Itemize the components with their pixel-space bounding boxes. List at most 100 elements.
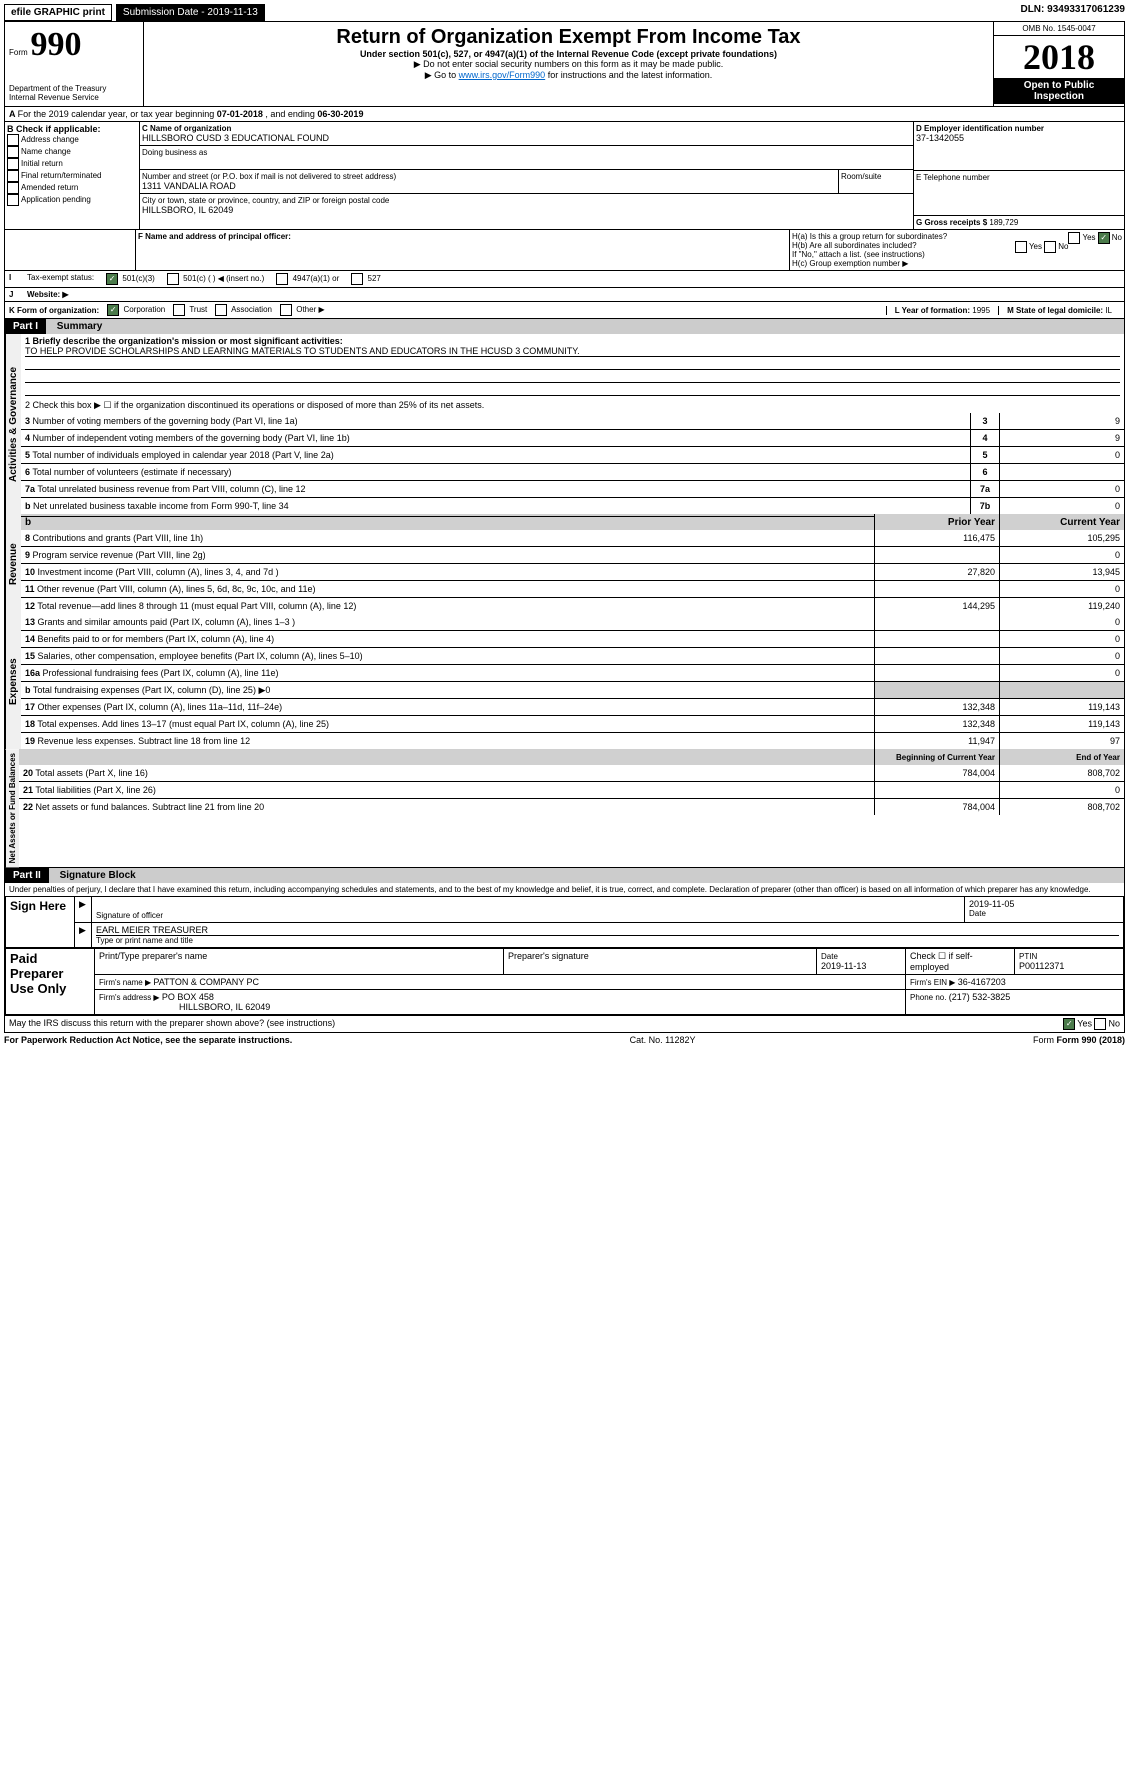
dba-label: Doing business as <box>142 148 911 157</box>
goto-link[interactable]: www.irs.gov/Form990 <box>459 70 546 80</box>
l-box: L Year of formation: 1995 <box>886 306 998 315</box>
b-opt-5[interactable]: Application pending <box>7 194 137 206</box>
dln: DLN: 93493317061239 <box>1020 4 1125 21</box>
b-opt-1[interactable]: Name change <box>7 146 137 158</box>
begin-year-header: Beginning of Current Year <box>874 749 999 765</box>
q2-text: 2 Check this box ▶ ☐ if the organization… <box>21 398 1124 413</box>
k-opt-1[interactable]: Trust <box>173 304 207 316</box>
gov-line: 3 Number of voting members of the govern… <box>21 413 1124 429</box>
form-subtitle: Under section 501(c), 527, or 4947(a)(1)… <box>148 49 989 59</box>
discuss-row: May the IRS discuss this return with the… <box>5 1015 1124 1032</box>
b-opt-4[interactable]: Amended return <box>7 182 137 194</box>
f-label: F Name and address of principal officer: <box>136 230 789 270</box>
side-expenses: Expenses <box>5 614 21 749</box>
data-line: 21 Total liabilities (Part X, line 26) 0 <box>19 781 1124 798</box>
c-name-label: C Name of organization <box>142 124 911 133</box>
side-governance: Activities & Governance <box>5 334 21 514</box>
efile-text: efile GRAPHIC print <box>11 7 105 18</box>
data-line: b Total fundraising expenses (Part IX, c… <box>21 681 1124 698</box>
k-opt-3[interactable]: Other ▶ <box>280 304 325 316</box>
netassets-section: Net Assets or Fund Balances Beginning of… <box>5 749 1124 867</box>
expenses-section: Expenses 13 Grants and similar amounts p… <box>5 614 1124 749</box>
efile-label: efile GRAPHIC print <box>4 4 112 21</box>
governance-section: Activities & Governance 1 Briefly descri… <box>5 334 1124 514</box>
form-ref: Form Form 990 (2018) <box>1033 1035 1125 1045</box>
col-headers-1: b Prior Year Current Year <box>21 514 1124 530</box>
i-opt-3[interactable]: 527 <box>351 273 381 285</box>
i-opt-1[interactable]: 501(c) ( ) ◀ (insert no.) <box>167 273 265 285</box>
a-end-date: 06-30-2019 <box>317 109 363 119</box>
col-headers-2: Beginning of Current Year End of Year <box>19 749 1124 765</box>
cat-number: Cat. No. 11282Y <box>292 1035 1033 1045</box>
firm-phone-cell: Phone no. (217) 532-3825 <box>906 990 1124 1015</box>
b-opt-0[interactable]: Address change <box>7 134 137 146</box>
data-line: 9 Program service revenue (Part VIII, li… <box>21 546 1124 563</box>
firm-ein: 36-4167203 <box>958 977 1006 987</box>
h-a: H(a) Is this a group return for subordin… <box>792 232 1122 241</box>
sig-officer-label: Signature of officer <box>96 911 960 920</box>
street-value: 1311 VANDALIA ROAD <box>142 181 836 191</box>
jurat-text: Under penalties of perjury, I declare th… <box>5 883 1124 896</box>
page-footer: For Paperwork Reduction Act Notice, see … <box>4 1033 1125 1047</box>
discuss-no-checkbox[interactable] <box>1094 1018 1106 1030</box>
form-number: 990 <box>30 26 81 63</box>
prep-date: 2019-11-13 <box>821 961 866 971</box>
a-mid: , and ending <box>265 109 317 119</box>
submission-date: Submission Date - 2019-11-13 <box>116 4 265 21</box>
end-year-header: End of Year <box>999 749 1124 765</box>
b-opt-2[interactable]: Initial return <box>7 158 137 170</box>
data-line: 14 Benefits paid to or for members (Part… <box>21 630 1124 647</box>
data-line: 13 Grants and similar amounts paid (Part… <box>21 614 1124 630</box>
treasury-dept: Department of the Treasury Internal Reve… <box>9 84 139 102</box>
ptin-cell: PTIN P00112371 <box>1015 949 1124 975</box>
firm-addr1: PO BOX 458 <box>162 992 214 1002</box>
k-opt-0[interactable]: Corporation <box>107 304 165 316</box>
section-c: C Name of organization HILLSBORO CUSD 3 … <box>140 122 913 229</box>
part-ii-header: Part II Signature Block <box>5 868 1124 883</box>
paid-preparer-label: Paid Preparer Use Only <box>6 949 95 1015</box>
city-label: City or town, state or province, country… <box>142 196 911 205</box>
b-opt-3[interactable]: Final return/terminated <box>7 170 137 182</box>
ein-value: 37-1342055 <box>916 133 1122 143</box>
street-box: Number and street (or P.O. box if mail i… <box>140 170 838 193</box>
form-id-box: Form 990 Department of the Treasury Inte… <box>5 22 144 106</box>
ha-no-checkbox[interactable] <box>1098 232 1110 244</box>
g-box: G Gross receipts $ 189,729 <box>914 216 1124 229</box>
i-opt-0[interactable]: 501(c)(3) <box>106 273 155 285</box>
net-lines: 20 Total assets (Part X, line 16) 784,00… <box>19 765 1124 815</box>
title-box: Return of Organization Exempt From Incom… <box>144 22 993 106</box>
i-opt-2[interactable]: 4947(a)(1) or <box>276 273 339 285</box>
prior-year-header: Prior Year <box>874 514 999 530</box>
type-name-label: Type or print name and title <box>96 936 1119 945</box>
k-opt-2[interactable]: Association <box>215 304 272 316</box>
goto-post: for instructions and the latest informat… <box>548 70 713 80</box>
discuss-yes-checkbox[interactable] <box>1063 1018 1075 1030</box>
q1-label: 1 Briefly describe the organization's mi… <box>25 336 1120 346</box>
pra-notice: For Paperwork Reduction Act Notice, see … <box>4 1035 292 1045</box>
year-box: OMB No. 1545-0047 2018 Open to Public In… <box>993 22 1124 106</box>
firm-addr2: HILLSBORO, IL 62049 <box>179 1002 270 1012</box>
side-revenue: Revenue <box>5 514 21 614</box>
fh-row: F Name and address of principal officer:… <box>4 230 1125 271</box>
tax-year: 2018 <box>994 36 1124 78</box>
line-j: J Website: ▶ <box>4 288 1125 302</box>
part-i-label: Part I <box>5 319 46 334</box>
year-formation: 1995 <box>972 306 990 315</box>
firm-addr-cell: Firm's address ▶ PO BOX 458 HILLSBORO, I… <box>95 990 906 1015</box>
prep-sig-label: Preparer's signature <box>503 949 816 975</box>
data-line: 22 Net assets or fund balances. Subtract… <box>19 798 1124 815</box>
data-line: 16a Professional fundraising fees (Part … <box>21 664 1124 681</box>
mission-text: TO HELP PROVIDE SCHOLARSHIPS AND LEARNIN… <box>25 346 1120 357</box>
a-pre: For the 2019 calendar year, or tax year … <box>18 109 217 119</box>
paid-preparer-table: Paid Preparer Use Only Print/Type prepar… <box>5 948 1124 1015</box>
b-label: B Check if applicable: <box>7 124 137 134</box>
self-employed-check[interactable]: Check ☐ if self-employed <box>906 949 1015 975</box>
prep-name-label: Print/Type preparer's name <box>95 949 504 975</box>
identity-grid: B Check if applicable: Address change Na… <box>4 122 1125 230</box>
part-ii: Part II Signature Block Under penalties … <box>4 868 1125 1033</box>
gov-line: 7a Total unrelated business revenue from… <box>21 480 1124 497</box>
summary-heading: Summary <box>57 321 103 332</box>
q1-block: 1 Briefly describe the organization's mi… <box>21 334 1124 398</box>
i-label: Tax-exempt status: <box>27 273 94 285</box>
data-line: 8 Contributions and grants (Part VIII, l… <box>21 530 1124 546</box>
